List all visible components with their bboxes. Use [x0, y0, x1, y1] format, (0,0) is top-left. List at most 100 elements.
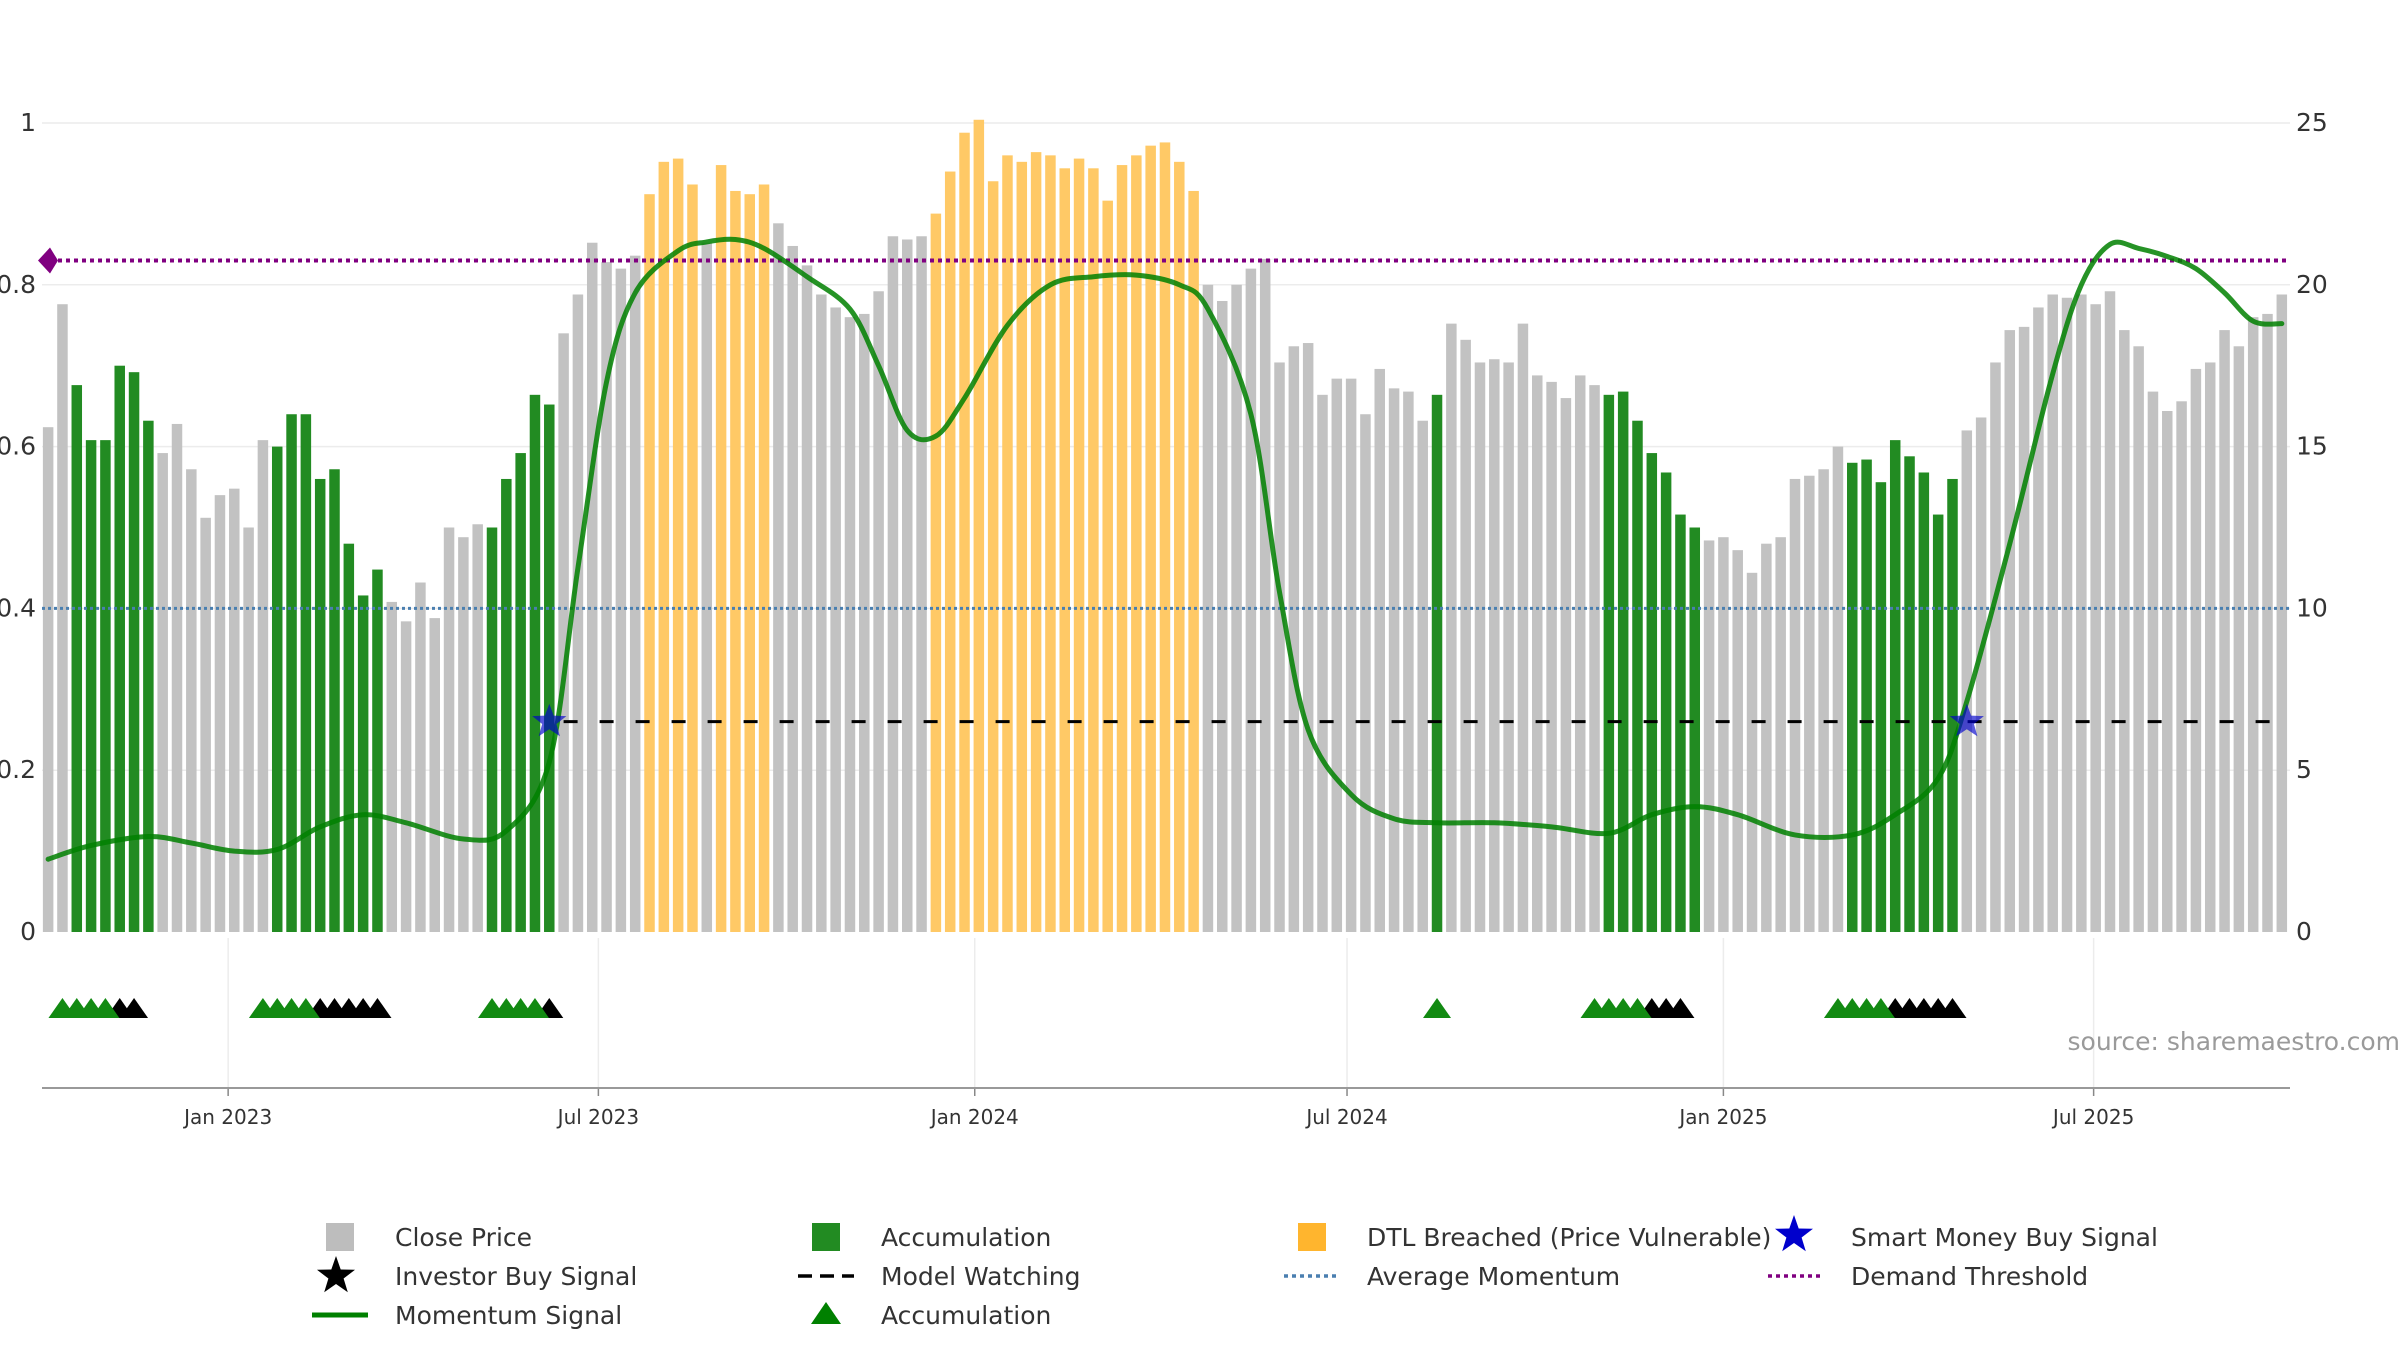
close-price-bar	[415, 583, 426, 932]
x-tick-label: Jan 2023	[182, 1105, 272, 1129]
close-price-bar	[873, 291, 884, 932]
close-price-bar	[2076, 295, 2087, 932]
close-price-bar	[444, 528, 455, 933]
y-right-tick-label: 0	[2296, 917, 2312, 946]
accumulation-bar	[1661, 472, 1672, 932]
close-price-bar	[2277, 295, 2288, 932]
dtl-breached-bar	[1102, 201, 1113, 932]
dtl-breached-bar	[931, 214, 942, 932]
close-price-bar	[57, 304, 67, 932]
dtl-breached-bar	[1188, 191, 1199, 932]
close-price-bar	[1403, 392, 1414, 932]
legend-item: Momentum Signal	[312, 1301, 622, 1330]
dtl-breached-bar	[644, 194, 655, 932]
legend-symbol-square	[1298, 1223, 1326, 1251]
legend-item: Demand Threshold	[1768, 1262, 2088, 1291]
close-price-bar	[2176, 401, 2187, 932]
close-price-bar	[2033, 307, 2044, 932]
accumulation-bar	[358, 595, 369, 932]
close-price-bar	[2191, 369, 2202, 932]
legend-label: Smart Money Buy Signal	[1851, 1223, 2158, 1252]
close-price-bar	[1518, 324, 1529, 932]
close-price-bar	[587, 243, 598, 932]
y-left-tick-label: 0.2	[0, 755, 36, 784]
close-price-bar	[2062, 298, 2073, 932]
legend-item: Smart Money Buy Signal	[1775, 1215, 2158, 1252]
bar-layer	[43, 120, 2287, 932]
y-right-tick-label: 5	[2296, 755, 2312, 784]
y-left-tick-label: 0.4	[0, 593, 36, 622]
close-price-bar	[2248, 317, 2259, 932]
close-price-bar	[1303, 343, 1314, 932]
accumulation-bar	[114, 366, 125, 932]
accumulation-bar	[1618, 392, 1629, 932]
close-price-bar	[1217, 301, 1228, 932]
x-tick-label: Jan 2024	[929, 1105, 1019, 1129]
close-price-bar	[1818, 469, 1829, 932]
close-price-bar	[1346, 379, 1357, 932]
accumulation-bar	[344, 544, 355, 932]
close-price-bar	[916, 236, 927, 932]
accumulation-bar	[1876, 482, 1887, 932]
close-price-bar	[200, 518, 211, 932]
y-right-tick-label: 10	[2296, 593, 2328, 622]
close-price-bar	[859, 314, 870, 932]
dtl-breached-bar	[744, 194, 755, 932]
close-price-bar	[1775, 537, 1786, 932]
accumulation-bar	[515, 453, 526, 932]
dtl-breached-bar	[1031, 152, 1042, 932]
close-price-bar	[1747, 573, 1758, 932]
accumulation-bar	[1604, 395, 1615, 932]
y-right-tick-label: 15	[2296, 432, 2328, 461]
accumulation-bar	[1675, 515, 1686, 932]
dtl-breached-bar	[1117, 165, 1128, 932]
close-price-bar	[2105, 291, 2116, 932]
close-price-bar	[845, 317, 856, 932]
accumulation-bar	[86, 440, 97, 932]
legend-item: DTL Breached (Price Vulnerable)	[1298, 1223, 1771, 1252]
close-price-bar	[229, 489, 240, 932]
dtl-breached-bar	[1017, 162, 1027, 932]
close-price-bar	[802, 265, 813, 932]
close-price-bar	[2162, 411, 2173, 932]
y-left-tick-label: 0.8	[0, 270, 36, 299]
close-price-bar	[1589, 385, 1600, 932]
close-price-bar	[888, 236, 899, 932]
close-price-bar	[243, 528, 254, 933]
accumulation-bar	[1919, 472, 1930, 932]
dtl-breached-bar	[1074, 159, 1085, 932]
dtl-breached-bar	[1131, 155, 1142, 932]
close-price-bar	[616, 269, 627, 932]
close-price-bar	[186, 469, 197, 932]
accumulation-bar	[1890, 440, 1901, 932]
x-tick-label: Jul 2024	[1304, 1105, 1387, 1129]
dtl-breached-bar	[687, 184, 698, 932]
dtl-breached-bar	[945, 172, 956, 932]
close-price-bar	[2219, 330, 2230, 932]
dtl-breached-bar	[1045, 155, 1056, 932]
y-left-tick-label: 1	[20, 108, 36, 137]
close-price-bar	[902, 239, 913, 932]
close-price-bar	[458, 537, 469, 932]
close-price-bar	[1417, 421, 1428, 932]
dtl-breached-bar	[1002, 155, 1013, 932]
x-tick-label: Jan 2025	[1677, 1105, 1767, 1129]
close-price-bar	[1718, 537, 1729, 932]
source-label: source: sharemaestro.com	[2068, 1027, 2400, 1056]
close-price-bar	[1561, 398, 1572, 932]
close-price-bar	[1389, 388, 1400, 932]
legend-item: Close Price	[326, 1223, 532, 1252]
legend-symbol-star	[1775, 1215, 1813, 1251]
close-price-bar	[1790, 479, 1801, 932]
accumulation-bar	[1861, 460, 1872, 932]
dtl-breached-bar	[1174, 162, 1185, 932]
close-price-bar	[387, 602, 398, 932]
close-price-bar	[2262, 314, 2273, 932]
close-price-bar	[1246, 269, 1257, 932]
x-tick-label: Jul 2023	[556, 1105, 639, 1129]
close-price-bar	[787, 246, 798, 932]
accumulation-bar	[143, 421, 154, 932]
legend-item: Average Momentum	[1284, 1262, 1620, 1291]
close-price-bar	[258, 440, 269, 932]
